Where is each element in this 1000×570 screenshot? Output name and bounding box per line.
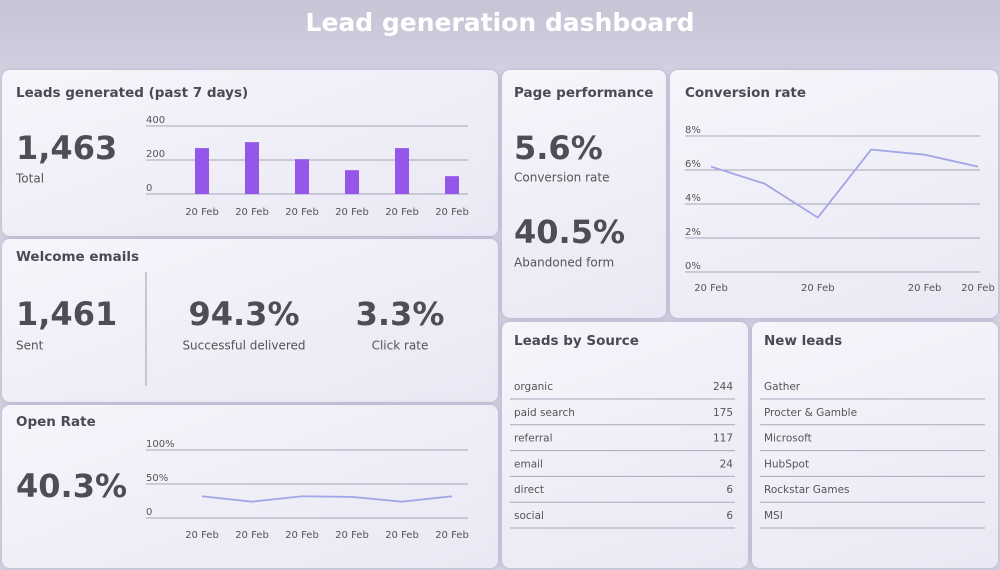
- kpi-value: 1,463: [16, 129, 117, 167]
- row-label: Rockstar Games: [764, 484, 850, 496]
- panel-title: New leads: [764, 333, 842, 349]
- row-value: 6: [726, 510, 733, 522]
- row-label: Gather: [764, 381, 801, 393]
- panel-title: Welcome emails: [16, 249, 139, 265]
- kpi-label: Abandoned form: [514, 256, 614, 270]
- kpi-label: Total: [15, 172, 44, 186]
- x-tick-label: 20 Feb: [908, 283, 942, 294]
- x-tick-label: 20 Feb: [235, 530, 269, 541]
- x-tick-label: 20 Feb: [285, 207, 319, 218]
- panel: [502, 322, 748, 568]
- panel-title: Open Rate: [16, 414, 96, 430]
- kpi-value: 40.3%: [16, 467, 127, 505]
- kpi-label: Successful delivered: [182, 339, 305, 353]
- panel: [752, 322, 998, 568]
- x-tick-label: 20 Feb: [385, 207, 419, 218]
- row-label: email: [514, 458, 543, 470]
- x-tick-label: 20 Feb: [235, 207, 269, 218]
- x-tick-label: 20 Feb: [961, 283, 995, 294]
- y-tick-label: 50%: [146, 473, 168, 484]
- kpi-value: 40.5%: [514, 213, 625, 251]
- x-tick-label: 20 Feb: [285, 530, 319, 541]
- x-tick-label: 20 Feb: [335, 530, 369, 541]
- y-tick-label: 4%: [685, 193, 701, 204]
- y-tick-label: 0: [146, 183, 152, 194]
- x-tick-label: 20 Feb: [435, 207, 469, 218]
- bar: [195, 148, 209, 194]
- row-value: 24: [720, 458, 734, 470]
- panel-title: Conversion rate: [685, 85, 806, 101]
- row-label: paid search: [514, 407, 575, 419]
- row-value: 6: [726, 484, 733, 496]
- panel-title: Leads generated (past 7 days): [16, 85, 248, 101]
- y-tick-label: 2%: [685, 227, 701, 238]
- x-tick-label: 20 Feb: [435, 530, 469, 541]
- panel-title: Page performance: [514, 85, 653, 101]
- kpi-label: Conversion rate: [514, 171, 609, 185]
- row-label: HubSpot: [764, 458, 809, 470]
- x-tick-label: 20 Feb: [385, 530, 419, 541]
- panel: [502, 70, 666, 318]
- panel: [670, 70, 998, 318]
- panel: [2, 239, 498, 402]
- bar: [295, 159, 309, 194]
- row-label: Microsoft: [764, 433, 812, 445]
- page-title: Lead generation dashboard: [306, 8, 695, 37]
- row-value: 175: [713, 407, 733, 419]
- bar: [245, 142, 259, 194]
- x-tick-label: 20 Feb: [185, 530, 219, 541]
- y-tick-label: 200: [146, 149, 165, 160]
- kpi-label: Sent: [16, 339, 44, 353]
- y-tick-label: 100%: [146, 439, 175, 450]
- row-label: referral: [514, 433, 553, 445]
- y-tick-label: 6%: [685, 159, 701, 170]
- row-label: organic: [514, 381, 553, 393]
- y-tick-label: 400: [146, 115, 165, 126]
- row-label: direct: [514, 484, 544, 496]
- bar: [445, 176, 459, 194]
- panel-title: Leads by Source: [514, 333, 639, 349]
- bar: [395, 148, 409, 194]
- row-label: Procter & Gamble: [764, 407, 857, 419]
- row-label: MSI: [764, 510, 783, 522]
- y-tick-label: 0: [146, 507, 152, 518]
- header-bar: [0, 0, 1000, 66]
- bar: [345, 170, 359, 194]
- panel: [2, 405, 498, 568]
- kpi-value: 1,461: [16, 295, 117, 333]
- kpi-label: Click rate: [372, 339, 429, 353]
- x-tick-label: 20 Feb: [801, 283, 835, 294]
- x-tick-label: 20 Feb: [185, 207, 219, 218]
- kpi-value: 94.3%: [188, 295, 299, 333]
- y-tick-label: 8%: [685, 125, 701, 136]
- row-value: 117: [713, 433, 733, 445]
- line-series: [201, 495, 453, 503]
- row-value: 244: [713, 381, 733, 393]
- y-tick-label: 0%: [685, 261, 701, 272]
- x-tick-label: 20 Feb: [335, 207, 369, 218]
- x-tick-label: 20 Feb: [694, 283, 728, 294]
- row-label: social: [514, 510, 544, 522]
- kpi-value: 5.6%: [514, 129, 603, 167]
- line-series: [710, 148, 979, 219]
- kpi-value: 3.3%: [356, 295, 445, 333]
